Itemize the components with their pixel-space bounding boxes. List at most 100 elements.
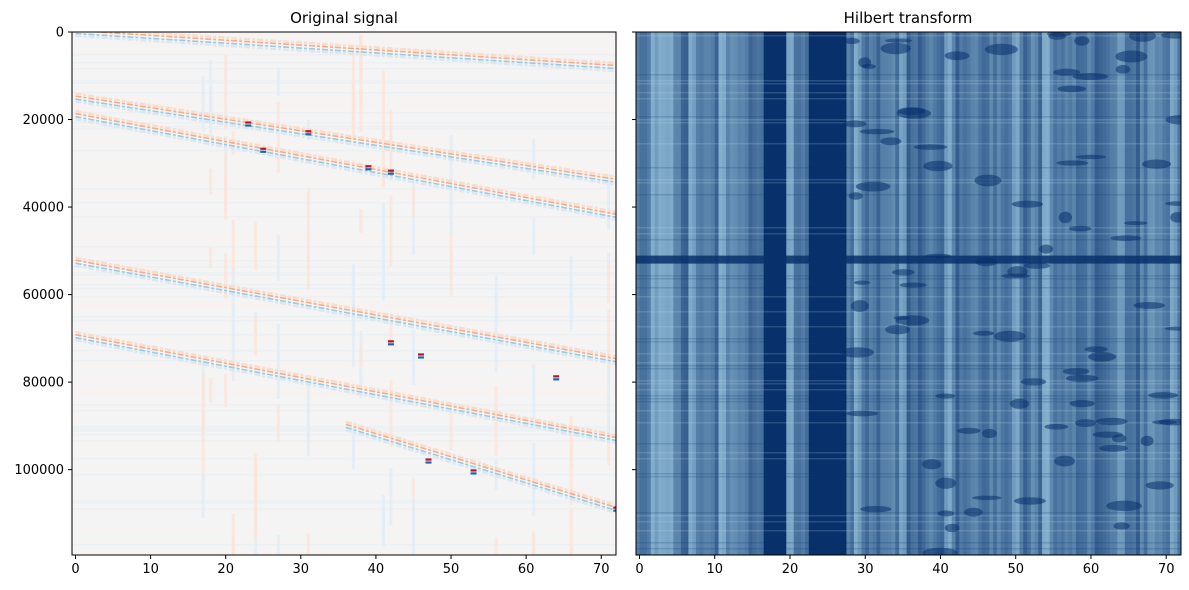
energy-blob [922, 547, 958, 555]
envelope-column [985, 32, 991, 555]
envelope-column [1151, 32, 1156, 555]
horizontal-texture [636, 35, 1181, 37]
moveout-trace [75, 330, 616, 437]
column-noise [306, 188, 310, 262]
noise-strip [72, 380, 616, 382]
envelope-column [695, 32, 701, 555]
horizontal-texture [636, 143, 1181, 145]
envelope-column [714, 32, 720, 555]
noise-strip [72, 130, 616, 132]
horizontal-texture [636, 542, 1181, 544]
envelope-column [643, 32, 648, 555]
noise-strip [72, 552, 616, 554]
strong-event-positive [470, 469, 477, 472]
noise-strip [72, 306, 616, 308]
strong-event-positive [260, 147, 267, 150]
envelope-column [665, 32, 671, 555]
column-noise [351, 271, 355, 336]
envelope-column [887, 32, 893, 555]
envelope-column [658, 32, 663, 555]
moveout-trace [75, 98, 616, 184]
original-signal-column-noise [201, 34, 611, 555]
column-noise [209, 168, 213, 195]
energy-blob [913, 144, 948, 150]
energy-blob [1052, 68, 1081, 76]
envelope-column [963, 32, 968, 555]
envelope-column [1169, 32, 1175, 555]
original-signal-x-tick-label: 10 [142, 562, 159, 577]
column-noise [569, 440, 573, 506]
noise-strip [72, 82, 616, 84]
horizontal-texture [636, 515, 1181, 517]
energy-blob [1084, 346, 1108, 353]
energy-blob [1023, 262, 1051, 269]
energy-blob [935, 393, 956, 399]
energy-blob [1074, 36, 1090, 46]
energy-blob [973, 330, 995, 336]
noise-strip [72, 404, 616, 406]
envelope-column [906, 32, 912, 555]
column-noise [532, 531, 536, 555]
horizontal-texture [636, 74, 1181, 76]
envelope-column [662, 32, 667, 555]
noise-strip [72, 176, 616, 178]
noise-strip [72, 500, 616, 502]
envelope-column [688, 32, 693, 555]
envelope-column [1060, 32, 1066, 555]
horizontal-texture [636, 92, 1181, 94]
noise-strip [72, 284, 616, 286]
envelope-column [917, 32, 923, 555]
envelope-column [1049, 32, 1055, 555]
strong-event-positive [425, 458, 432, 461]
energy-blob [1057, 85, 1087, 93]
column-noise [224, 373, 228, 407]
noise-strip [72, 474, 616, 476]
envelope-column [654, 32, 660, 555]
energy-blob [1145, 481, 1174, 490]
energy-blob [884, 38, 913, 43]
column-noise [231, 219, 235, 279]
energy-blob [944, 523, 960, 533]
noise-strip [72, 128, 616, 130]
hilbert-transform-x-tick-label: 50 [1007, 562, 1024, 577]
original-signal-title: Original signal [290, 9, 398, 27]
noise-strip [72, 248, 616, 250]
envelope-column [673, 32, 678, 555]
energy-blob [859, 128, 895, 135]
envelope-column [1177, 32, 1181, 555]
column-noise [231, 534, 235, 555]
moveout-trace [75, 109, 616, 214]
noise-strip [72, 350, 616, 352]
energy-blob [923, 160, 953, 172]
envelope-column [677, 32, 682, 555]
noise-strip [72, 468, 616, 470]
original-signal-background [72, 32, 616, 555]
energy-blob [1133, 302, 1166, 309]
envelope-column [729, 32, 735, 555]
envelope-column [1075, 32, 1081, 555]
noise-strip [72, 170, 616, 172]
column-noise [254, 461, 258, 540]
envelope-column [680, 32, 686, 555]
envelope-column [793, 32, 799, 555]
horizontal-texture [636, 233, 1181, 235]
moveout-trace [75, 256, 616, 358]
noise-strip [72, 112, 616, 114]
envelope-column [797, 32, 803, 555]
horizontal-texture [636, 182, 1181, 184]
envelope-column [1068, 32, 1073, 555]
original-signal-y-tick-label: 20000 [23, 113, 64, 128]
noise-strip [72, 334, 616, 336]
energy-blob [893, 315, 910, 320]
energy-blob [1113, 522, 1130, 530]
horizontal-texture [636, 119, 1181, 121]
strong-event-negative [417, 356, 424, 359]
column-noise [494, 537, 498, 555]
envelope-column [741, 32, 746, 555]
energy-blob [860, 505, 892, 513]
noise-strip [72, 274, 616, 276]
column-noise [201, 372, 205, 409]
strong-event-negative [365, 168, 372, 171]
envelope-column [1008, 32, 1013, 555]
envelope-column [699, 32, 705, 555]
